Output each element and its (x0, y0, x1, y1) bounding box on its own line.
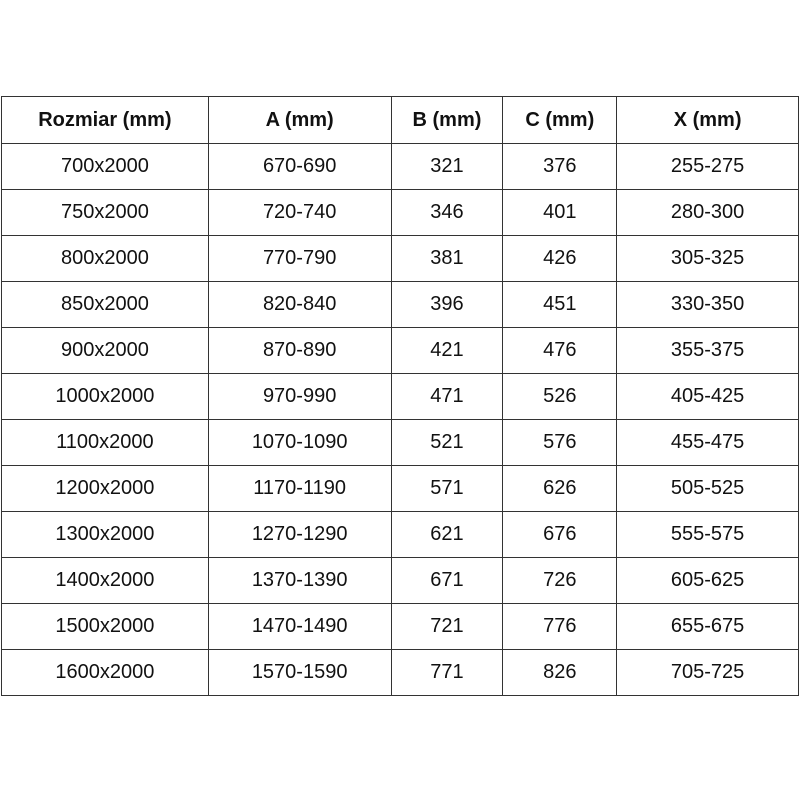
table-row: 1000x2000 970-990 471 526 405-425 (1, 373, 799, 420)
cell-size: 1100x2000 (1, 419, 209, 466)
cell-b: 671 (390, 557, 504, 604)
cell-c: 626 (502, 465, 618, 512)
table-row: 1500x2000 1470-1490 721 776 655-675 (1, 603, 799, 650)
cell-x: 405-425 (616, 373, 799, 420)
header-a: A (mm) (207, 96, 392, 144)
cell-size: 1300x2000 (1, 511, 209, 558)
cell-b: 421 (390, 327, 504, 374)
cell-size: 1400x2000 (1, 557, 209, 604)
cell-c: 776 (502, 603, 618, 650)
cell-b: 321 (390, 143, 504, 190)
cell-a: 870-890 (207, 327, 392, 374)
table-row: 1400x2000 1370-1390 671 726 605-625 (1, 557, 799, 604)
cell-size: 1500x2000 (1, 603, 209, 650)
header-size: Rozmiar (mm) (1, 96, 209, 144)
cell-a: 1170-1190 (207, 465, 392, 512)
cell-size: 800x2000 (1, 235, 209, 282)
cell-a: 1470-1490 (207, 603, 392, 650)
table-row: 700x2000 670-690 321 376 255-275 (1, 143, 799, 190)
cell-x: 505-525 (616, 465, 799, 512)
cell-size: 1000x2000 (1, 373, 209, 420)
cell-a: 970-990 (207, 373, 392, 420)
cell-b: 571 (390, 465, 504, 512)
table-row: 1200x2000 1170-1190 571 626 505-525 (1, 465, 799, 512)
cell-a: 770-790 (207, 235, 392, 282)
table-row: 850x2000 820-840 396 451 330-350 (1, 281, 799, 328)
table-row: 1600x2000 1570-1590 771 826 705-725 (1, 649, 799, 696)
cell-c: 426 (502, 235, 618, 282)
cell-b: 396 (390, 281, 504, 328)
cell-x: 280-300 (616, 189, 799, 236)
cell-x: 255-275 (616, 143, 799, 190)
cell-a: 670-690 (207, 143, 392, 190)
dimensions-table: Rozmiar (mm) A (mm) B (mm) C (mm) X (mm)… (1, 96, 799, 696)
cell-c: 526 (502, 373, 618, 420)
cell-c: 476 (502, 327, 618, 374)
header-x: X (mm) (616, 96, 799, 144)
cell-b: 521 (390, 419, 504, 466)
cell-a: 820-840 (207, 281, 392, 328)
cell-c: 826 (502, 649, 618, 696)
cell-a: 1570-1590 (207, 649, 392, 696)
cell-a: 1070-1090 (207, 419, 392, 466)
cell-x: 705-725 (616, 649, 799, 696)
cell-x: 330-350 (616, 281, 799, 328)
cell-x: 355-375 (616, 327, 799, 374)
header-c: C (mm) (502, 96, 618, 144)
cell-x: 555-575 (616, 511, 799, 558)
cell-c: 376 (502, 143, 618, 190)
cell-a: 720-740 (207, 189, 392, 236)
cell-x: 305-325 (616, 235, 799, 282)
cell-b: 381 (390, 235, 504, 282)
cell-x: 655-675 (616, 603, 799, 650)
cell-size: 900x2000 (1, 327, 209, 374)
cell-size: 1600x2000 (1, 649, 209, 696)
cell-size: 1200x2000 (1, 465, 209, 512)
cell-c: 726 (502, 557, 618, 604)
cell-a: 1270-1290 (207, 511, 392, 558)
cell-c: 401 (502, 189, 618, 236)
table-row: 1100x2000 1070-1090 521 576 455-475 (1, 419, 799, 466)
cell-b: 471 (390, 373, 504, 420)
cell-x: 605-625 (616, 557, 799, 604)
table-row: 1300x2000 1270-1290 621 676 555-575 (1, 511, 799, 558)
table-row: 800x2000 770-790 381 426 305-325 (1, 235, 799, 282)
cell-x: 455-475 (616, 419, 799, 466)
cell-b: 346 (390, 189, 504, 236)
cell-b: 771 (390, 649, 504, 696)
cell-c: 676 (502, 511, 618, 558)
cell-b: 721 (390, 603, 504, 650)
cell-a: 1370-1390 (207, 557, 392, 604)
cell-size: 750x2000 (1, 189, 209, 236)
cell-size: 700x2000 (1, 143, 209, 190)
cell-c: 451 (502, 281, 618, 328)
cell-size: 850x2000 (1, 281, 209, 328)
cell-b: 621 (390, 511, 504, 558)
table-row: 900x2000 870-890 421 476 355-375 (1, 327, 799, 374)
header-b: B (mm) (390, 96, 504, 144)
cell-c: 576 (502, 419, 618, 466)
table-row: 750x2000 720-740 346 401 280-300 (1, 189, 799, 236)
header-row: Rozmiar (mm) A (mm) B (mm) C (mm) X (mm) (1, 96, 799, 144)
